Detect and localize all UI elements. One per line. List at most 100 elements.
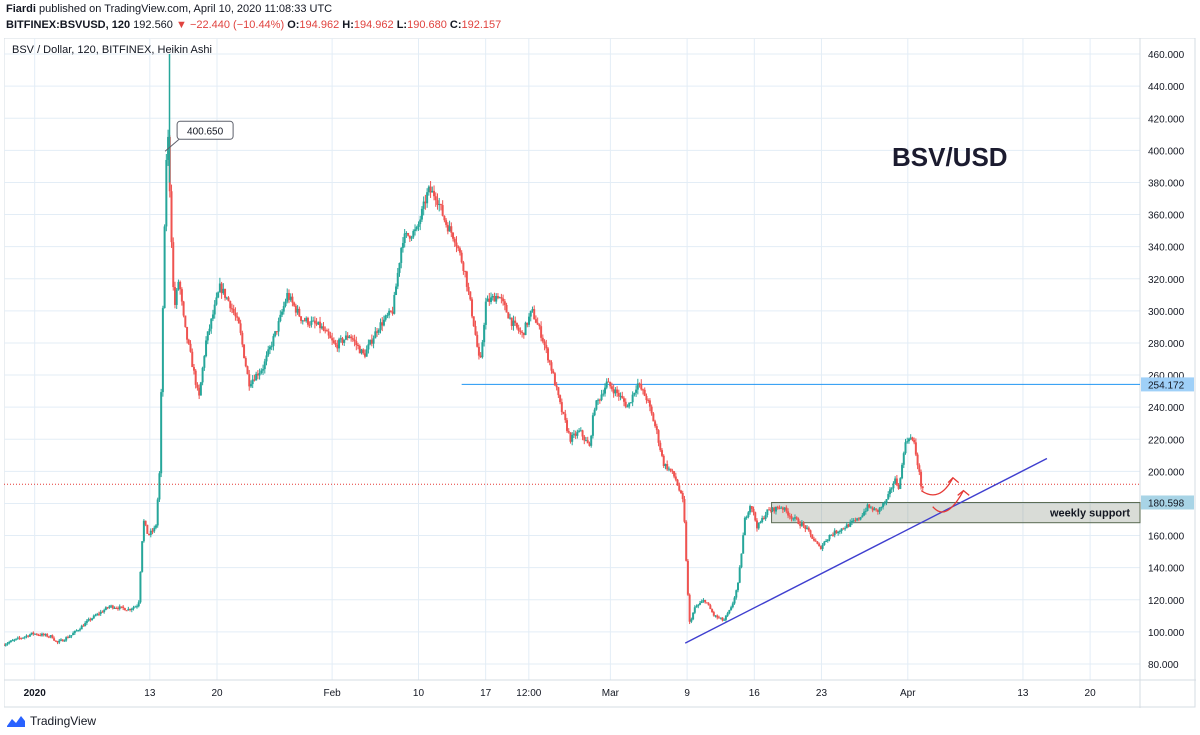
candle-body: [911, 437, 914, 441]
publish-info: Fiardi published on TradingView.com, Apr…: [6, 3, 332, 15]
y-tick-label: 320.000: [1148, 275, 1185, 286]
candle-body: [574, 433, 577, 436]
x-tick-label: 16: [749, 688, 761, 699]
candle-body: [362, 349, 365, 354]
candle-body: [44, 634, 47, 636]
candle-body: [53, 638, 56, 641]
candle-body: [490, 297, 493, 302]
candle-body: [857, 518, 860, 520]
candle-body: [384, 315, 387, 320]
candle-body: [272, 336, 275, 347]
candle-body: [298, 308, 301, 317]
candle-body: [191, 351, 194, 368]
candle-body: [730, 607, 733, 611]
candle-body: [201, 367, 204, 383]
candle-body: [438, 204, 441, 206]
candle-body: [723, 619, 726, 621]
candle-body: [229, 301, 232, 309]
author-name[interactable]: Fiardi: [6, 3, 36, 15]
candle-body: [192, 367, 195, 371]
candle-body: [386, 315, 389, 317]
candle-body: [826, 539, 829, 542]
candle-body: [350, 336, 353, 339]
candle-body: [148, 533, 151, 535]
y-tick-label: 260.000: [1148, 371, 1185, 382]
candle-body: [785, 507, 788, 512]
candle-body: [407, 232, 410, 236]
candle-body: [676, 479, 679, 486]
candle-body: [358, 345, 361, 354]
candle-body: [249, 384, 252, 387]
candle-body: [560, 402, 563, 412]
candle-body: [833, 530, 836, 536]
candle-body: [227, 297, 230, 302]
candle-body: [552, 370, 555, 374]
candle-body: [869, 507, 872, 509]
candle-body: [790, 516, 793, 519]
candle-body: [82, 625, 85, 627]
candle-body: [87, 619, 90, 621]
candle-body: [415, 226, 418, 230]
candle-body: [776, 506, 779, 509]
candle-body: [488, 298, 491, 302]
candle-body: [103, 609, 106, 613]
tradingview-brand[interactable]: TradingView: [30, 714, 97, 728]
candle-body: [750, 506, 753, 509]
candle-body: [899, 478, 902, 489]
candle-body: [78, 629, 81, 631]
candle-body: [579, 430, 582, 432]
candle-body: [363, 353, 366, 357]
chart-area[interactable]: 80.000100.000120.000140.000160.000180.00…: [4, 38, 1196, 708]
candle-body: [754, 512, 757, 521]
high-value: 194.962: [353, 19, 394, 31]
candle-body: [645, 395, 648, 401]
y-tick-label: 100.000: [1148, 628, 1185, 639]
candle-body: [75, 630, 78, 632]
candle-body: [745, 516, 748, 518]
candle-body: [184, 315, 187, 327]
candle-body: [158, 473, 161, 500]
candle-body: [842, 528, 845, 530]
candle-body: [248, 374, 251, 387]
candle-body: [660, 450, 663, 456]
tradingview-logo-icon[interactable]: [6, 714, 26, 728]
candle-body: [780, 507, 783, 509]
candle-body: [667, 468, 670, 470]
candle-body: [217, 292, 220, 298]
candle-body: [282, 306, 285, 312]
candle-body: [70, 635, 73, 637]
candle-body: [203, 356, 206, 368]
candle-body: [270, 346, 273, 348]
candle-body: [296, 308, 299, 313]
candle-body: [804, 525, 807, 529]
candle-body: [498, 297, 501, 299]
candle-body: [427, 186, 430, 193]
candle-body: [367, 344, 370, 350]
candle-body: [888, 489, 891, 495]
candle-body: [635, 389, 638, 393]
candle-body: [263, 361, 266, 370]
last-price-value: 192.560: [133, 19, 173, 31]
candle-body: [688, 594, 691, 622]
candle-body: [714, 615, 717, 617]
candle-body: [291, 296, 294, 303]
candle-body: [234, 312, 237, 317]
y-tick-label: 340.000: [1148, 243, 1185, 254]
candle-body: [144, 520, 147, 525]
candle-body: [472, 316, 475, 327]
candle-body: [94, 615, 97, 617]
candle-body: [274, 331, 277, 337]
chart-title: BSV / Dollar, 120, BITFINEX, Heikin Ashi: [12, 44, 212, 56]
candle-body: [130, 608, 133, 611]
price-chart[interactable]: 80.000100.000120.000140.000160.000180.00…: [4, 38, 1196, 708]
bounce-arrow-lower: [932, 490, 965, 513]
candle-body: [439, 204, 442, 206]
candle-body: [308, 324, 311, 326]
candle-body: [151, 530, 154, 532]
candle-body: [391, 311, 394, 314]
candle-body: [481, 342, 484, 358]
candle-body: [698, 602, 701, 605]
candle-body: [671, 470, 674, 472]
candle-body: [457, 246, 460, 249]
candle-body: [293, 302, 296, 306]
